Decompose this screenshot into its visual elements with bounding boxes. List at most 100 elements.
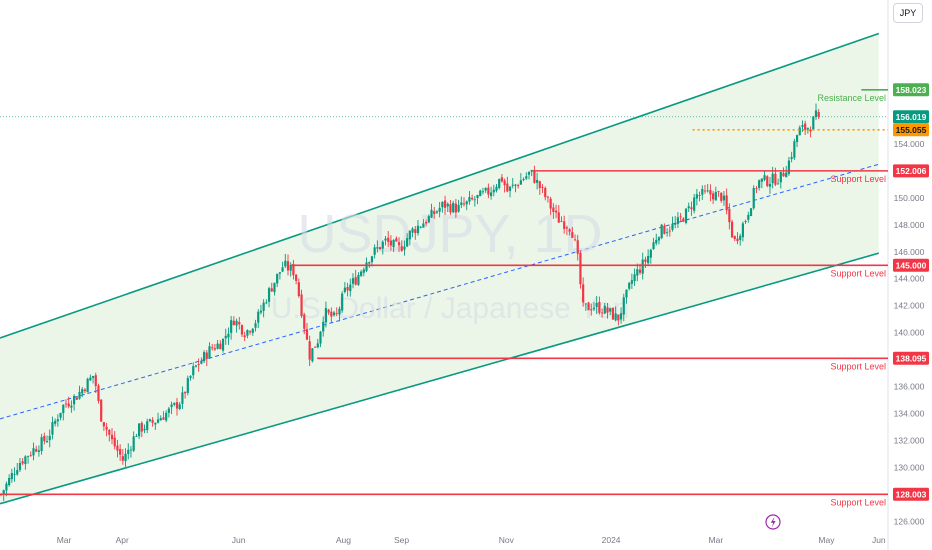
candle-body <box>319 331 322 344</box>
candle-body <box>162 417 165 420</box>
channel-fill <box>0 33 879 504</box>
candle-body <box>487 187 490 195</box>
candle-body <box>10 473 13 480</box>
candle-body <box>571 232 574 238</box>
price-tag <box>893 164 929 178</box>
candle-body <box>739 235 742 240</box>
candle-body <box>779 172 782 183</box>
watermark-symbol: USDJPY, 1D <box>297 204 602 264</box>
candle-body <box>638 269 642 273</box>
candle-body <box>544 188 547 198</box>
price-tag-label: 156.019 <box>896 112 927 122</box>
candle-body <box>755 188 758 190</box>
candle-body <box>281 267 284 272</box>
candle-body <box>714 191 717 201</box>
candle-body <box>170 404 173 408</box>
candle-body <box>717 191 720 193</box>
price-tag <box>893 258 929 272</box>
candle-body <box>500 177 504 182</box>
candle-body <box>481 191 485 193</box>
candle-body <box>579 252 582 285</box>
candle-body <box>465 201 468 205</box>
candle-body <box>148 419 152 422</box>
candle-body <box>665 232 669 233</box>
candle-body <box>43 436 46 442</box>
candle-body <box>105 426 108 430</box>
candle-body <box>110 434 114 440</box>
candle-body <box>365 262 368 271</box>
candle-body <box>406 238 409 247</box>
support-level-name: Support Level <box>830 361 886 371</box>
candle-body <box>32 448 35 456</box>
candle-body <box>776 183 780 185</box>
candle-body <box>552 207 555 212</box>
levels: Resistance Level Support Level Support Lev… <box>0 88 888 507</box>
candle-body <box>438 207 441 212</box>
candle-body <box>785 172 788 178</box>
x-tick-label: Sep <box>394 535 409 545</box>
candle-body <box>425 221 428 224</box>
y-tick-label: 140.000 <box>894 328 925 338</box>
candle-body <box>376 247 379 249</box>
candle-body <box>97 385 100 402</box>
candle-body <box>59 412 62 418</box>
candle-body <box>793 141 796 158</box>
candle-body <box>54 420 57 424</box>
candle-body <box>416 225 420 234</box>
candle-body <box>636 269 639 276</box>
candle-body <box>24 456 27 465</box>
candle-body <box>457 204 460 212</box>
candle-body <box>768 183 772 187</box>
candle-body <box>538 181 541 189</box>
candle-body <box>728 208 731 223</box>
candle-body <box>338 308 341 315</box>
candle-body <box>200 360 203 364</box>
candle-body <box>202 352 206 362</box>
candle-body <box>592 307 596 310</box>
price-tag-label: 158.023 <box>896 85 927 95</box>
candle-body <box>135 436 138 438</box>
price-axis: 126.000128.000130.000132.000134.000136.0… <box>894 85 925 526</box>
candle-body <box>462 203 466 205</box>
candle-body <box>181 392 184 404</box>
candle-body <box>514 184 517 186</box>
candle-body <box>563 221 566 229</box>
candle-body <box>549 198 552 209</box>
candle-body <box>78 391 81 399</box>
candle-body <box>701 188 704 195</box>
candle-body <box>249 331 252 333</box>
candle-body <box>787 160 791 174</box>
candle-body <box>351 278 355 284</box>
candle-body <box>197 364 200 365</box>
candle-body <box>682 218 685 222</box>
candle-body <box>305 329 309 340</box>
candle-body <box>709 190 712 195</box>
resistance-level-name: Resistance Level <box>817 93 886 103</box>
candle-body <box>343 287 346 292</box>
candle-body <box>790 157 793 160</box>
currency-button[interactable]: JPY <box>893 3 923 23</box>
x-tick-label: 2024 <box>602 535 621 545</box>
price-tag <box>893 487 929 501</box>
candle-body <box>332 312 336 316</box>
candle-body <box>48 435 51 441</box>
candle-body <box>760 178 763 182</box>
candle-body <box>341 293 344 311</box>
candle-body <box>175 402 179 409</box>
candle-body <box>763 175 766 180</box>
candle-body <box>720 192 723 201</box>
candle-body <box>216 343 219 349</box>
price-tags: 158.023 152.006 145.000 138.095 128.003 156.0… <box>893 83 929 501</box>
price-tag <box>893 110 929 124</box>
lightning-icon[interactable] <box>765 514 781 530</box>
trend-channel <box>0 32 880 505</box>
candle-body <box>378 247 382 250</box>
candle-body <box>557 212 560 223</box>
candle-body <box>75 397 78 400</box>
x-tick-label: Mar <box>57 535 72 545</box>
candle-body <box>313 346 317 348</box>
candle-body <box>703 190 707 192</box>
candle-body <box>240 325 244 335</box>
candle-body <box>83 389 87 392</box>
candle-body <box>427 216 430 223</box>
